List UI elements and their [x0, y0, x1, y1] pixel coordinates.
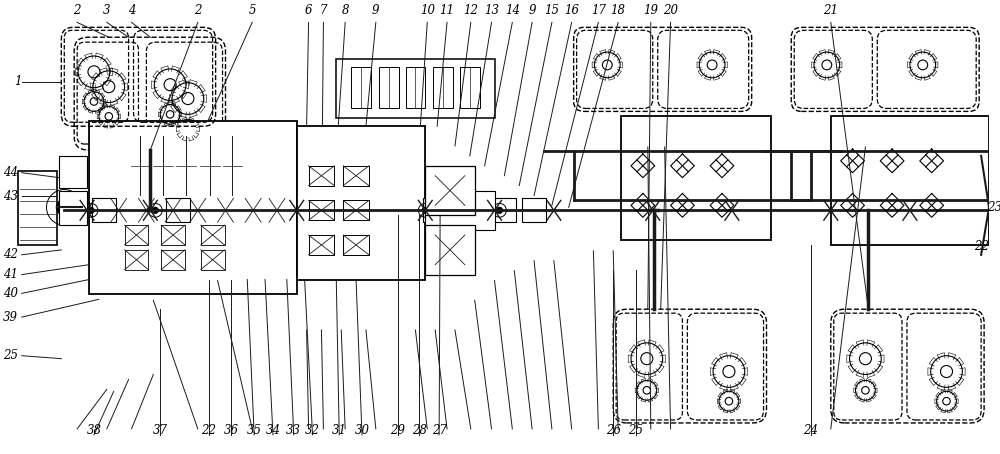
- Bar: [89, 121, 297, 294]
- Bar: [92, 198, 116, 222]
- Text: 31: 31: [332, 424, 347, 437]
- Text: 24: 24: [804, 424, 819, 437]
- Bar: [59, 156, 87, 188]
- Circle shape: [422, 207, 428, 213]
- Text: 1: 1: [14, 75, 22, 88]
- Text: 10: 10: [420, 5, 435, 17]
- Bar: [493, 198, 516, 222]
- Bar: [336, 59, 495, 118]
- Text: 11: 11: [440, 5, 455, 17]
- Text: 30: 30: [354, 424, 369, 437]
- Text: 2: 2: [73, 5, 81, 17]
- Text: 7: 7: [320, 5, 327, 17]
- Bar: [343, 200, 369, 220]
- Bar: [18, 171, 57, 245]
- Bar: [125, 225, 148, 245]
- Text: 22: 22: [201, 424, 216, 437]
- Bar: [460, 67, 480, 109]
- Bar: [406, 67, 425, 109]
- Bar: [423, 198, 447, 222]
- Text: 40: 40: [3, 287, 18, 300]
- Text: 29: 29: [390, 424, 405, 437]
- Text: 15: 15: [544, 5, 559, 17]
- Text: 23: 23: [987, 201, 1000, 214]
- Text: 41: 41: [3, 268, 18, 281]
- Bar: [309, 200, 334, 220]
- Text: 21: 21: [823, 5, 838, 17]
- Text: 20: 20: [663, 5, 678, 17]
- Text: 33: 33: [286, 424, 301, 437]
- Bar: [166, 198, 190, 222]
- Circle shape: [496, 207, 503, 213]
- Text: 34: 34: [265, 424, 280, 437]
- Bar: [125, 250, 148, 270]
- Bar: [309, 235, 334, 255]
- Text: 14: 14: [505, 5, 520, 17]
- Text: 5: 5: [248, 5, 256, 17]
- Bar: [433, 67, 453, 109]
- Text: 35: 35: [247, 424, 262, 437]
- Text: 43: 43: [3, 190, 18, 203]
- Text: 38: 38: [86, 424, 101, 437]
- Bar: [425, 166, 475, 215]
- Bar: [343, 235, 369, 255]
- Text: 9: 9: [528, 5, 536, 17]
- Text: 17: 17: [591, 5, 606, 17]
- Circle shape: [56, 199, 72, 215]
- Text: 9: 9: [372, 5, 380, 17]
- Text: 18: 18: [611, 5, 626, 17]
- Bar: [161, 225, 185, 245]
- Text: 25: 25: [3, 349, 18, 362]
- Bar: [379, 67, 399, 109]
- Bar: [309, 166, 334, 186]
- Text: 44: 44: [3, 166, 18, 179]
- Bar: [59, 191, 87, 225]
- Text: 36: 36: [224, 424, 239, 437]
- Bar: [351, 67, 371, 109]
- Text: 39: 39: [3, 311, 18, 324]
- Text: 32: 32: [305, 424, 320, 437]
- Text: 4: 4: [128, 5, 135, 17]
- Circle shape: [88, 207, 94, 213]
- Bar: [201, 250, 225, 270]
- Bar: [621, 116, 771, 240]
- Bar: [522, 198, 546, 222]
- Text: 3: 3: [103, 5, 111, 17]
- Bar: [297, 126, 425, 280]
- Text: 6: 6: [305, 5, 312, 17]
- Bar: [425, 191, 495, 230]
- Text: 16: 16: [564, 5, 579, 17]
- Bar: [343, 166, 369, 186]
- Text: 8: 8: [341, 5, 349, 17]
- Text: 26: 26: [606, 424, 621, 437]
- Text: 27: 27: [432, 424, 447, 437]
- Text: 42: 42: [3, 248, 18, 262]
- Bar: [161, 250, 185, 270]
- Circle shape: [152, 207, 158, 213]
- Bar: [831, 116, 989, 245]
- Text: 13: 13: [484, 5, 499, 17]
- Text: 2: 2: [194, 5, 202, 17]
- Text: 12: 12: [463, 5, 478, 17]
- Text: 28: 28: [412, 424, 427, 437]
- Text: 19: 19: [643, 5, 658, 17]
- Bar: [201, 225, 225, 245]
- Text: 25: 25: [628, 424, 643, 437]
- Text: 37: 37: [153, 424, 168, 437]
- Bar: [425, 225, 475, 275]
- Text: 22: 22: [974, 241, 989, 253]
